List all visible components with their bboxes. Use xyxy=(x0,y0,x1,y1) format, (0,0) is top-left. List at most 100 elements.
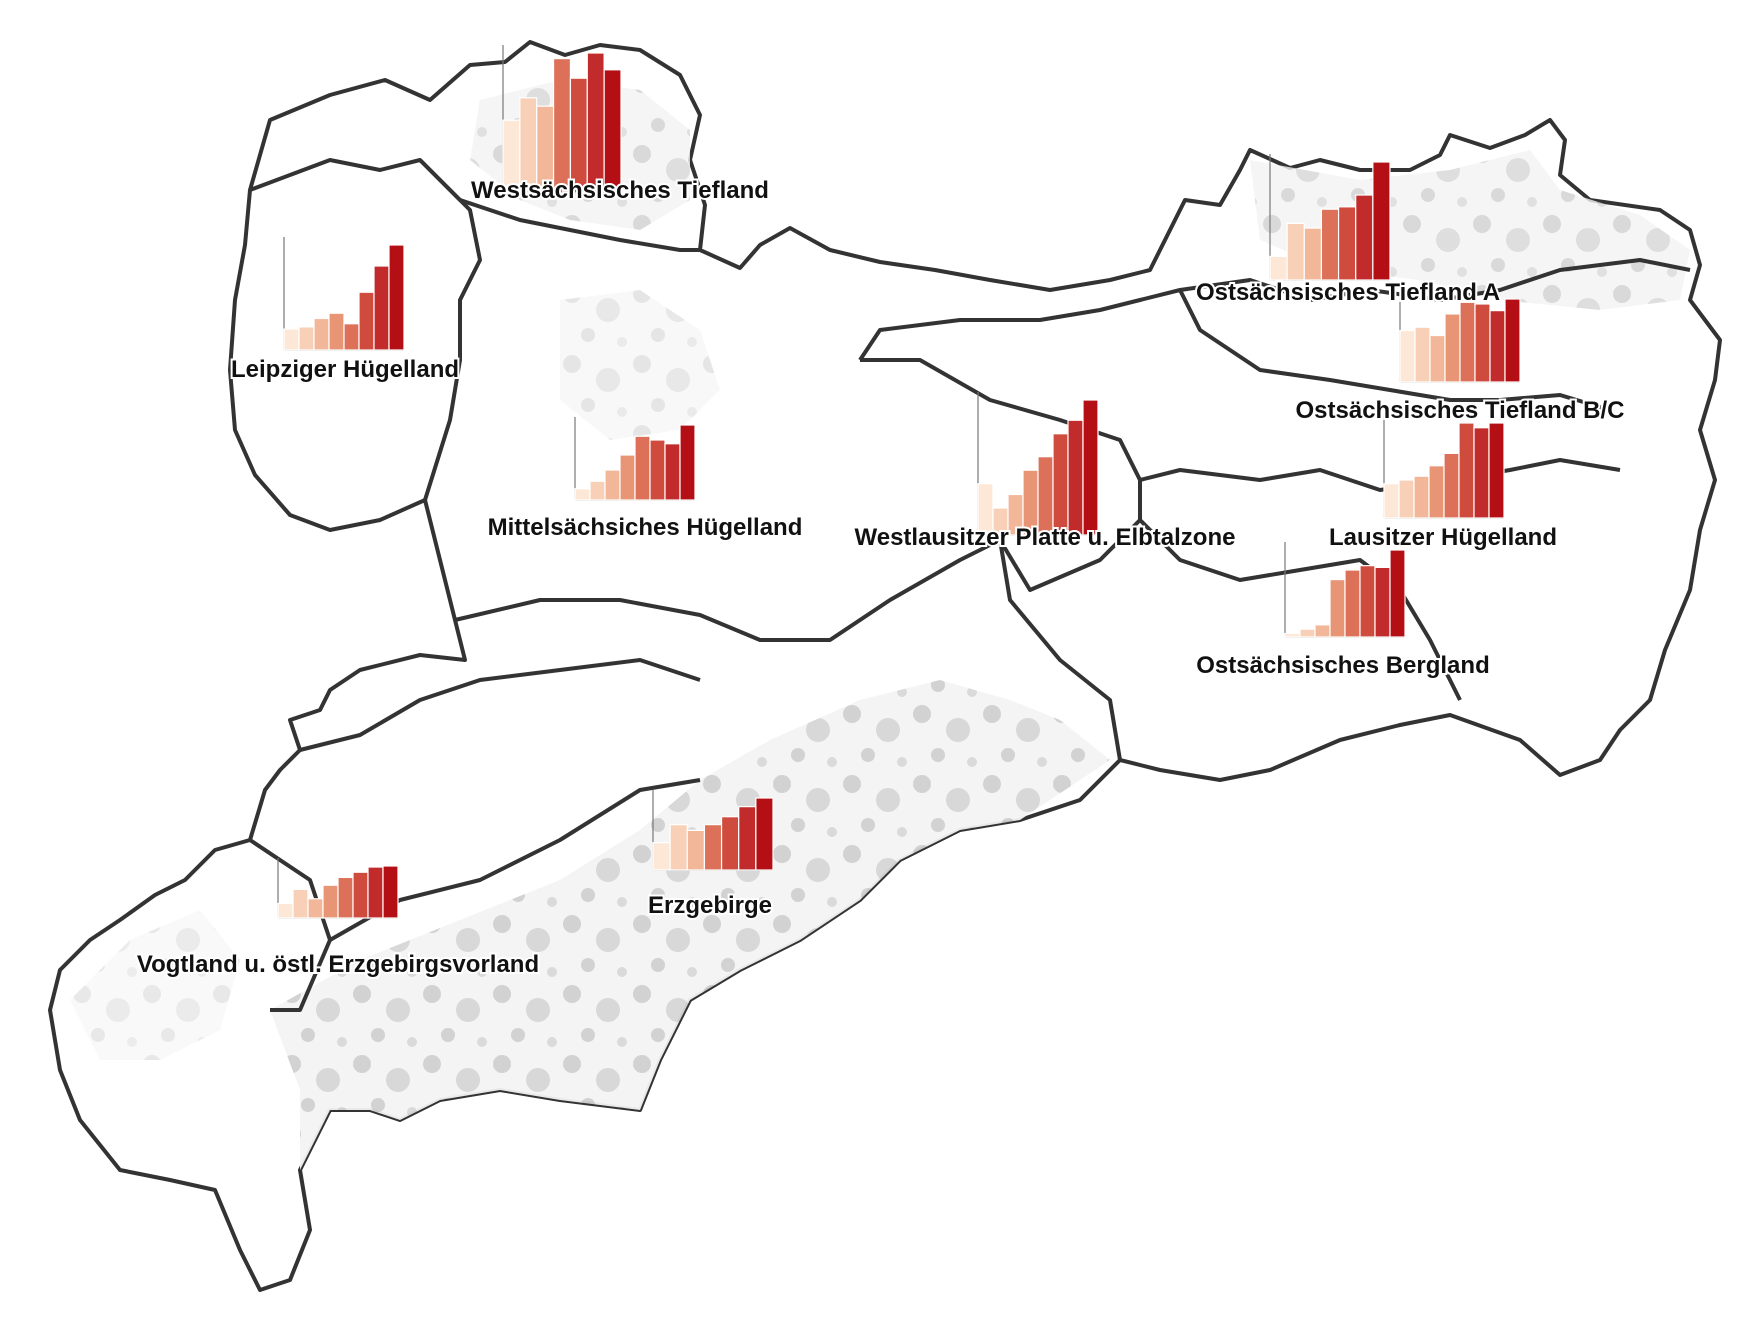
region-label-erzgebirge: Erzgebirge xyxy=(648,892,772,919)
region-chart-westlausitzer-platte xyxy=(977,392,1099,536)
region-chart-westsachsisches-tiefland xyxy=(502,45,622,194)
chart-bar xyxy=(679,424,696,501)
forest-area-center xyxy=(560,290,720,440)
region-charts xyxy=(277,45,1521,919)
chart-bar xyxy=(1383,483,1400,519)
chart-bar xyxy=(552,57,572,194)
chart-bar xyxy=(1414,326,1431,383)
chart-bar xyxy=(298,326,315,351)
chart-bar xyxy=(283,328,300,351)
chart-bar xyxy=(586,52,605,194)
chart-bar xyxy=(1344,569,1361,638)
region-label-lausitzer-hugelland: Lausitzer Hügelland xyxy=(1329,524,1557,551)
boundary-lower-vogtland xyxy=(299,658,701,752)
boundary-west-lausitz xyxy=(860,358,1142,592)
chart-bar xyxy=(1459,301,1476,383)
chart-bar xyxy=(569,77,588,194)
chart-bar xyxy=(1359,565,1376,638)
chart-bar xyxy=(720,816,740,871)
chart-bar xyxy=(1489,310,1506,383)
boundary-lausitz-upper xyxy=(858,288,1611,412)
boundary-lausitz-mid xyxy=(1139,458,1621,492)
chart-bar xyxy=(1082,399,1099,536)
chart-bar xyxy=(1269,255,1288,281)
chart-bar xyxy=(703,824,723,871)
chart-bar xyxy=(1429,334,1446,383)
boundary-leipzig xyxy=(418,158,482,501)
chart-bar xyxy=(337,876,354,919)
chart-bar xyxy=(1303,227,1323,281)
chart-bar xyxy=(755,797,774,871)
region-label-ostsachsisches-tiefland-a: Ostsächsisches Tiefland A xyxy=(1196,279,1500,306)
chart-bar xyxy=(1398,479,1415,519)
chart-bar xyxy=(589,480,606,501)
chart-bar xyxy=(373,265,390,351)
region-chart-mittelsachsisches-hugelland xyxy=(574,417,696,501)
chart-bar xyxy=(738,806,757,871)
boundary-tiefland-a xyxy=(1179,258,1691,302)
region-label-westlausitzer-platte: Westlausitzer Platte u. Elbtalzone xyxy=(855,524,1236,551)
chart-bar xyxy=(1399,329,1416,383)
chart-bar xyxy=(277,902,294,919)
chart-bar xyxy=(574,488,591,501)
region-label-ostsachsisches-tiefland-bc: Ostsächsisches Tiefland B/C xyxy=(1295,397,1624,424)
chart-bar xyxy=(1458,422,1475,519)
region-label-vogtland: Vogtland u. östl. Erzgebirgsvorland xyxy=(137,951,539,978)
region-chart-leipziger-hugelland xyxy=(283,237,405,351)
chart-bar xyxy=(1355,194,1374,281)
boundary-north-west xyxy=(249,158,700,252)
boundary-bergland xyxy=(1138,518,1462,701)
boundary-erzgebirge-east xyxy=(998,539,1122,761)
chart-bar xyxy=(322,884,339,919)
forest-area-ore-mountains xyxy=(270,680,1110,1170)
chart-bar xyxy=(1374,566,1391,638)
chart-bar xyxy=(619,454,636,501)
chart-bar xyxy=(1428,465,1445,519)
forest-areas xyxy=(70,80,1690,1170)
chart-bar xyxy=(328,312,345,351)
chart-bar xyxy=(358,291,375,351)
forest-area-lower-left xyxy=(70,910,240,1060)
chart-bar xyxy=(669,824,688,871)
chart-bar xyxy=(1284,632,1301,638)
chart-bar xyxy=(1389,549,1406,638)
chart-bar xyxy=(1052,433,1069,536)
chart-bar xyxy=(1299,628,1316,638)
region-label-leipziger-hugelland: Leipziger Hügelland xyxy=(231,356,459,383)
chart-bar xyxy=(1372,161,1391,281)
chart-bar xyxy=(1286,222,1305,281)
chart-bar xyxy=(307,898,324,919)
region-chart-vogtland xyxy=(277,858,399,919)
chart-bar xyxy=(343,323,360,351)
chart-bar xyxy=(1413,475,1430,519)
chart-bar xyxy=(652,842,671,871)
chart-bar xyxy=(1504,298,1521,383)
chart-bar xyxy=(1474,303,1491,383)
region-chart-lausitzer-hugelland xyxy=(1383,415,1505,519)
chart-bar xyxy=(352,871,369,919)
chart-bar xyxy=(1329,578,1346,638)
chart-bar xyxy=(1473,427,1490,519)
region-label-ostsachsisches-bergland: Ostsächsisches Bergland xyxy=(1196,652,1489,679)
chart-bar xyxy=(1488,422,1505,519)
chart-bar xyxy=(1337,206,1357,281)
region-chart-ostsachsisches-bergland xyxy=(1284,542,1406,638)
region-boundaries xyxy=(248,158,1691,1012)
chart-bar xyxy=(664,443,681,501)
chart-bar xyxy=(634,435,651,501)
saxony-outline xyxy=(48,40,1722,1292)
chart-bar xyxy=(313,317,330,351)
chart-bar xyxy=(603,69,622,194)
chart-bar xyxy=(686,829,706,871)
chart-bar xyxy=(388,244,405,351)
chart-bar xyxy=(292,888,309,919)
chart-bar xyxy=(1314,624,1331,638)
region-label-mittelsachsisches-hugelland: Mittelsächsiches Hügelland xyxy=(488,514,803,541)
chart-bar xyxy=(382,865,399,919)
chart-bar xyxy=(1320,208,1340,281)
region-label-westsachsisches-tiefland: Westsächsisches Tiefland xyxy=(471,177,769,204)
chart-bar xyxy=(367,866,384,919)
chart-bar xyxy=(1444,313,1461,383)
boundary-central-south xyxy=(454,508,1022,642)
chart-bar xyxy=(649,439,666,501)
